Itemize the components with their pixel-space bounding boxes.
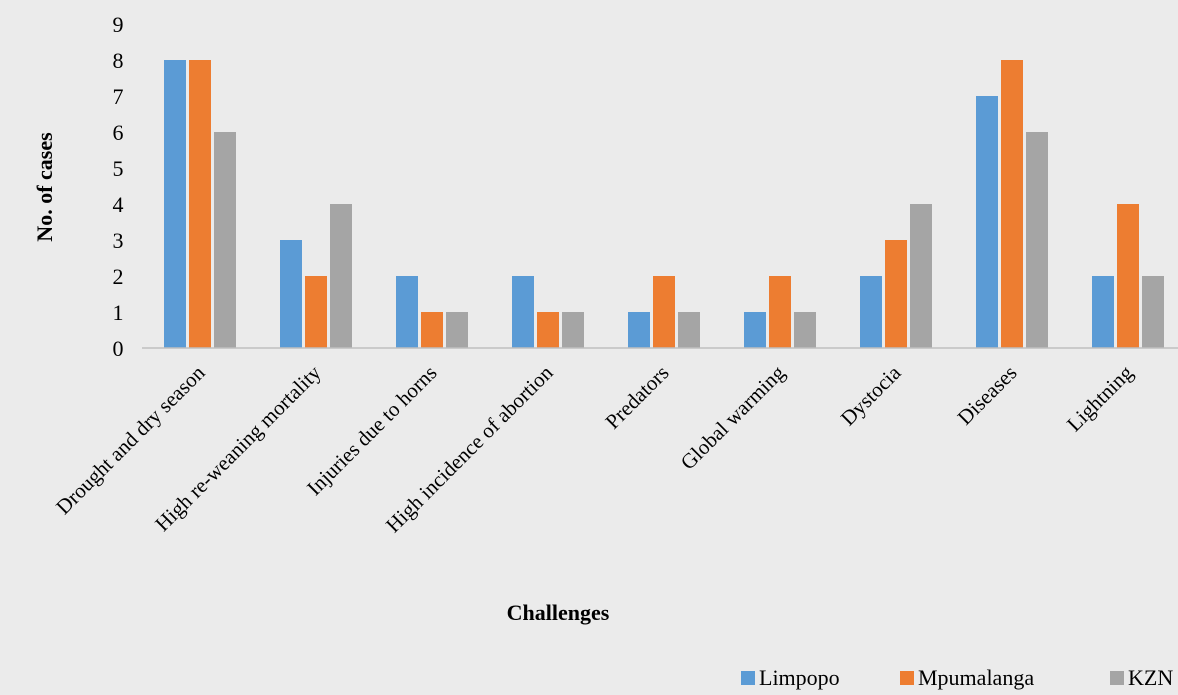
x-category-label: Injuries due to horns (302, 361, 441, 500)
bar-kzn (446, 312, 468, 348)
bar-mpumalanga (305, 276, 327, 348)
legend-label-kzn: KZN (1128, 665, 1173, 690)
bar-series (164, 60, 1164, 348)
bar-kzn (562, 312, 584, 348)
bar-limpopo (1092, 276, 1114, 348)
y-tick-label: 5 (113, 156, 124, 181)
x-category-label: Diseases (953, 361, 1022, 430)
x-category-label: Predators (600, 361, 673, 434)
bar-limpopo (976, 96, 998, 348)
bar-kzn (214, 132, 236, 348)
y-axis-ticks: 0 1 2 3 4 5 6 7 8 9 (113, 12, 124, 361)
bar-limpopo (164, 60, 186, 348)
y-tick-label: 8 (113, 48, 124, 73)
bar-limpopo (396, 276, 418, 348)
bar-mpumalanga (885, 240, 907, 348)
y-tick-label: 1 (113, 300, 124, 325)
y-tick-label: 0 (113, 336, 124, 361)
legend-label-limpopo: Limpopo (759, 665, 840, 690)
bar-mpumalanga (537, 312, 559, 348)
y-tick-label: 2 (113, 264, 124, 289)
bar-limpopo (860, 276, 882, 348)
bar-kzn (794, 312, 816, 348)
y-tick-label: 7 (113, 84, 124, 109)
bar-mpumalanga (769, 276, 791, 348)
bar-mpumalanga (189, 60, 211, 348)
y-tick-label: 9 (113, 12, 124, 37)
bar-limpopo (512, 276, 534, 348)
bar-mpumalanga (1001, 60, 1023, 348)
x-category-label: Global warming (676, 360, 790, 474)
bar-limpopo (280, 240, 302, 348)
y-tick-label: 4 (113, 192, 124, 217)
x-axis-title: Challenges (507, 600, 610, 625)
x-category-label: Lightning (1062, 360, 1138, 436)
legend-swatch-kzn (1110, 671, 1124, 685)
y-axis-title: No. of cases (32, 132, 57, 242)
legend-swatch-mpumalanga (900, 671, 914, 685)
bar-kzn (1026, 132, 1048, 348)
bar-limpopo (628, 312, 650, 348)
bar-kzn (1142, 276, 1164, 348)
x-category-label: Dystocia (836, 360, 906, 430)
bar-mpumalanga (421, 312, 443, 348)
bar-kzn (330, 204, 352, 348)
bar-limpopo (744, 312, 766, 348)
bar-mpumalanga (653, 276, 675, 348)
legend-label-mpumalanga: Mpumalanga (918, 665, 1034, 690)
y-tick-label: 6 (113, 120, 124, 145)
y-tick-label: 3 (113, 228, 124, 253)
legend-swatch-limpopo (741, 671, 755, 685)
bar-kzn (678, 312, 700, 348)
legend: Limpopo Mpumalanga KZN (741, 665, 1173, 690)
bar-kzn (910, 204, 932, 348)
bar-mpumalanga (1117, 204, 1139, 348)
